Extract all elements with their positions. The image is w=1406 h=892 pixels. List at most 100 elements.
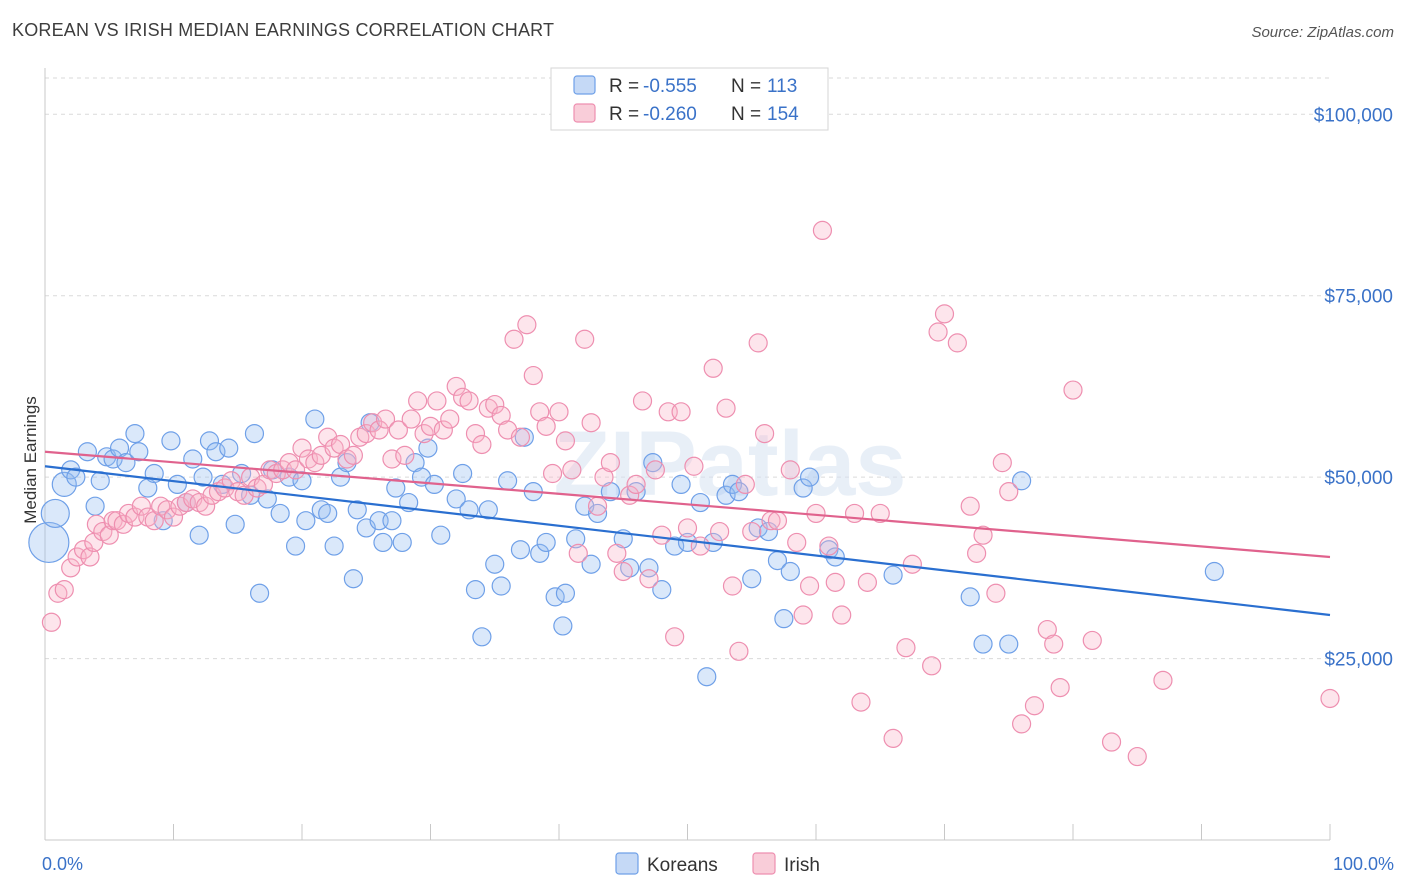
data-point — [167, 474, 187, 494]
trend-lines — [44, 450, 1331, 617]
data-point — [587, 503, 608, 524]
y-tick-label: $25,000 — [1324, 650, 1393, 671]
data-point — [767, 511, 788, 531]
data-point — [1063, 380, 1083, 400]
data-point — [77, 442, 98, 462]
data-point — [581, 554, 601, 574]
legend-n-label: N = — [731, 76, 761, 97]
data-point — [555, 431, 576, 451]
trend-line-koreans — [44, 465, 1331, 617]
data-point — [244, 424, 265, 444]
data-point — [774, 609, 794, 629]
data-point — [1011, 471, 1032, 491]
data-point — [337, 449, 357, 469]
data-point — [151, 496, 171, 516]
trend-line-irish — [44, 450, 1331, 559]
data-point — [453, 387, 473, 407]
data-point — [285, 536, 306, 556]
data-point — [844, 503, 865, 524]
data-point — [671, 402, 691, 422]
data-point — [485, 394, 505, 415]
data-point — [395, 445, 415, 465]
data-point — [504, 329, 524, 349]
data-point — [566, 529, 586, 549]
data-point — [645, 460, 665, 480]
legend-swatch — [573, 75, 596, 95]
data-point — [710, 521, 730, 542]
data-point — [41, 612, 62, 632]
data-point — [285, 460, 306, 480]
data-point — [607, 543, 627, 563]
data-point — [61, 558, 81, 578]
data-point — [219, 438, 239, 458]
y-axis-title: Median Earnings — [21, 396, 40, 524]
legend-n-label: N = — [731, 104, 761, 125]
axes: $100,000 $75,000 $50,000 $25,000 0.0% 100.0% M… — [21, 68, 1394, 874]
data-point — [163, 507, 184, 527]
x-tick-label-max: 100.0% — [1333, 854, 1394, 874]
legend-series: Koreans Irish — [615, 852, 820, 876]
data-point — [613, 561, 633, 582]
data-point — [632, 391, 653, 411]
data-point — [199, 431, 220, 451]
legend-r-label: R = — [609, 76, 639, 97]
data-point — [639, 569, 659, 589]
y-tick-label: $75,000 — [1324, 287, 1393, 308]
legend-label-koreans: Koreans — [647, 855, 718, 876]
data-point — [1101, 732, 1122, 752]
data-point — [465, 424, 486, 444]
data-point — [626, 474, 646, 494]
data-point — [343, 445, 363, 465]
data-point — [392, 532, 412, 553]
data-point — [677, 518, 698, 538]
data-point — [883, 728, 903, 749]
chart-title: KOREAN VS IRISH MEDIAN EARNINGS CORRELAT… — [12, 20, 555, 40]
data-point — [373, 532, 393, 553]
data-point — [296, 511, 316, 531]
data-point — [780, 561, 800, 582]
data-point — [369, 420, 389, 440]
data-point — [478, 500, 498, 520]
data-point — [999, 634, 1019, 654]
data-point — [189, 525, 209, 545]
data-point — [690, 492, 710, 513]
data-point — [754, 424, 775, 444]
data-point — [472, 434, 492, 455]
data-point — [973, 634, 993, 654]
data-point — [113, 514, 133, 534]
data-point — [819, 536, 839, 556]
data-point — [832, 605, 852, 625]
data-point — [742, 521, 762, 542]
y-tick-label: $50,000 — [1324, 468, 1393, 489]
data-point — [581, 413, 601, 433]
data-point — [1127, 746, 1147, 767]
data-point — [960, 496, 980, 516]
data-point — [587, 496, 608, 516]
data-point — [652, 525, 672, 545]
legend-r-value: -0.555 — [643, 76, 697, 97]
data-point — [225, 514, 245, 534]
data-point — [249, 583, 270, 603]
data-point — [896, 638, 916, 658]
data-point — [311, 500, 331, 520]
data-point — [80, 547, 100, 567]
data-point — [523, 365, 543, 386]
data-point — [986, 583, 1006, 603]
legend-label-irish: Irish — [784, 855, 820, 876]
data-point — [600, 453, 621, 473]
data-point — [388, 420, 408, 440]
data-point — [48, 583, 68, 603]
data-point — [553, 616, 573, 636]
data-point — [934, 304, 955, 324]
data-point — [40, 498, 70, 529]
gridlines — [45, 77, 1330, 660]
data-point — [973, 525, 993, 545]
source-credit: Source: ZipAtlas.com — [1251, 24, 1394, 41]
legend-swatch-koreans — [615, 852, 639, 875]
data-point — [639, 558, 659, 578]
data-point — [652, 580, 672, 600]
data-point — [85, 496, 105, 516]
data-point — [517, 315, 537, 335]
data-point — [549, 402, 569, 422]
data-point — [446, 376, 466, 397]
